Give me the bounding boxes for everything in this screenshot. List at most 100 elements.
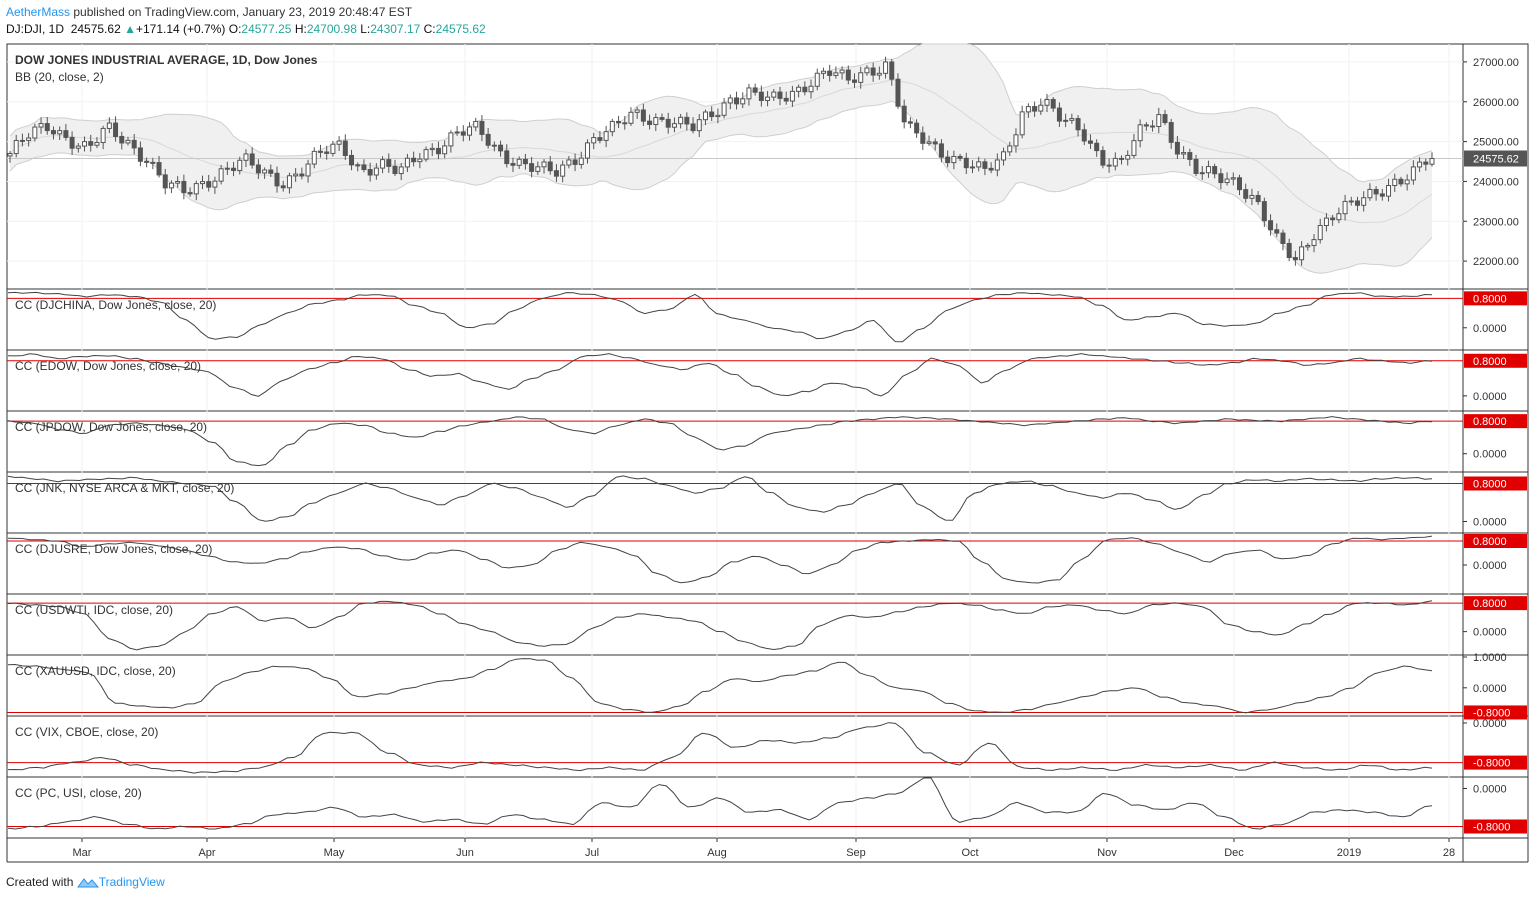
candle-body	[976, 161, 982, 168]
candle-body	[1094, 142, 1100, 152]
candle-body	[392, 165, 398, 175]
candle-body	[1106, 164, 1112, 167]
candle-body	[932, 141, 938, 145]
candle-body	[678, 116, 684, 125]
published-text: published on TradingView.com, January 23…	[73, 5, 413, 19]
candle-body	[665, 118, 671, 128]
candle-body	[1156, 114, 1162, 128]
candle-body	[317, 150, 323, 153]
x-tick-label: Dec	[1224, 847, 1244, 859]
bollinger-basis	[9, 79, 1433, 224]
candle-body	[162, 174, 168, 189]
threshold-badge	[1464, 534, 1527, 548]
pane-tick-label: 0.0000	[1473, 718, 1507, 730]
pane-title: CC (VIX, CBOE, close, 20)	[15, 725, 158, 739]
tradingview-link[interactable]: TradingView	[98, 875, 165, 889]
author-name[interactable]: AetherMass	[6, 5, 71, 19]
correlation-line	[7, 600, 1433, 651]
candle-body	[1305, 244, 1311, 248]
candle-body	[1193, 158, 1199, 174]
candle-body	[783, 97, 789, 102]
candle-body	[274, 172, 280, 187]
candle-body	[144, 160, 150, 163]
threshold-badge	[1464, 596, 1527, 611]
threshold-label: -0.8000	[1473, 822, 1510, 834]
candle-body	[1249, 194, 1255, 199]
candle-body	[498, 144, 504, 152]
candle-body	[342, 140, 348, 156]
pane-tick-label: 0.0000	[1473, 627, 1507, 639]
candle-body	[982, 161, 988, 169]
candle-body	[1187, 152, 1193, 160]
candle-body	[311, 150, 317, 165]
candle-body	[1069, 118, 1075, 121]
x-tick-label: Jun	[456, 847, 474, 859]
candle-body	[684, 116, 690, 125]
candle-body	[349, 154, 355, 166]
last-price-badge	[1464, 150, 1527, 167]
y-tick-label: 27000.00	[1473, 57, 1519, 69]
candle-body	[44, 123, 50, 132]
candle-body	[833, 72, 839, 76]
candle-body	[914, 122, 920, 134]
candle-body	[1317, 225, 1323, 241]
x-tick-label: Oct	[961, 847, 978, 859]
candle-body	[13, 139, 19, 155]
threshold-label: -0.8000	[1473, 707, 1510, 719]
created-with: Created with	[6, 875, 74, 889]
candle-body	[1354, 200, 1360, 206]
correlation-line	[7, 722, 1433, 774]
pane-tick-label: 0.0000	[1473, 449, 1507, 461]
candle-body	[609, 120, 615, 133]
low-label: L:	[360, 22, 371, 36]
candle-body	[758, 91, 764, 101]
candle-body	[659, 117, 665, 120]
low-value: 24307.17	[370, 22, 421, 36]
x-tick-label: Apr	[198, 847, 215, 859]
candle-body	[1274, 229, 1280, 234]
candle-body	[1268, 220, 1274, 231]
candle-body	[1373, 188, 1379, 195]
pane-tick-label: 0.0000	[1473, 683, 1507, 695]
price: 24575.62	[70, 22, 121, 36]
threshold-label: 0.8000	[1473, 356, 1507, 368]
candle-body	[175, 180, 181, 184]
candle-body	[38, 123, 44, 128]
candle-body	[1038, 104, 1044, 112]
candle-body	[883, 61, 889, 74]
high-value: 24700.98	[306, 22, 357, 36]
candle-body	[653, 117, 659, 125]
candle-body	[777, 91, 783, 99]
candle-body	[336, 140, 342, 145]
candle-body	[1292, 257, 1298, 261]
candle-body	[1398, 178, 1404, 185]
threshold-badge	[1464, 353, 1527, 368]
candle-body	[957, 155, 963, 159]
candle-body	[814, 72, 820, 87]
candle-body	[1237, 177, 1243, 191]
candle-body	[255, 164, 261, 174]
candle-body	[1386, 185, 1392, 197]
candle-body	[206, 181, 212, 188]
candle-body	[522, 158, 528, 165]
candle-body	[268, 169, 274, 174]
bollinger-upper	[9, 43, 1433, 183]
candle-body	[988, 167, 994, 171]
candle-body	[870, 67, 876, 76]
candle-body	[280, 185, 286, 189]
candle-body	[1404, 179, 1410, 185]
pane-tick-label: 0.0000	[1473, 517, 1507, 529]
candle-body	[1181, 152, 1187, 155]
candle-body	[137, 147, 143, 162]
candle-body	[1361, 197, 1367, 206]
candle-body	[640, 109, 646, 122]
candle-body	[597, 137, 603, 141]
candle-body	[864, 67, 870, 74]
candle-body	[448, 132, 454, 147]
threshold-label: 0.8000	[1473, 479, 1507, 491]
candle-body	[696, 119, 702, 132]
candle-body	[386, 159, 392, 167]
bollinger-band-fill	[10, 44, 1432, 274]
close-value: 24575.62	[435, 22, 486, 36]
